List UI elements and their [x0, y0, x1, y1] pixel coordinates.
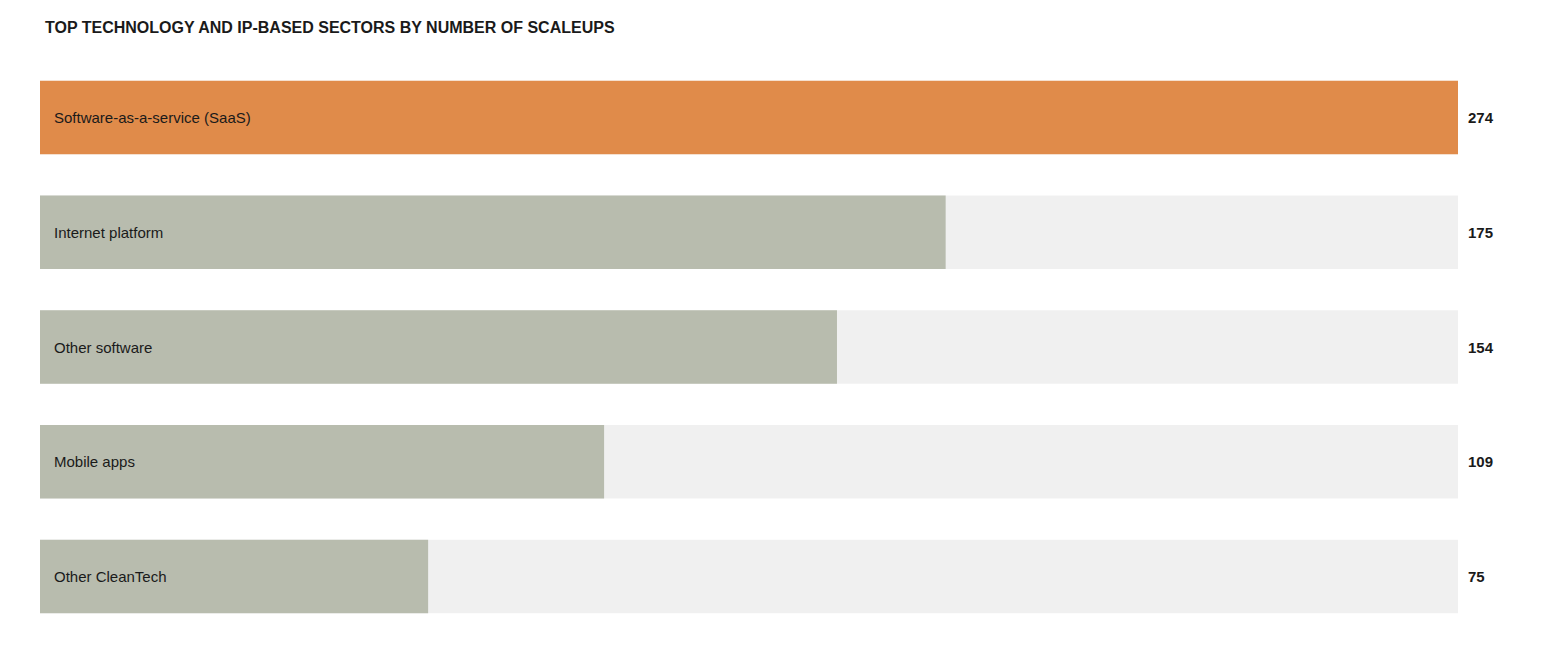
svg-text:TOP TECHNOLOGY AND IP-BASED SE: TOP TECHNOLOGY AND IP-BASED SECTORS BY N… — [45, 19, 615, 36]
svg-text:Software-as-a-service (SaaS): Software-as-a-service (SaaS) — [54, 109, 251, 126]
svg-text:274: 274 — [1468, 109, 1494, 126]
svg-text:75: 75 — [1468, 568, 1485, 585]
svg-text:Mobile apps: Mobile apps — [54, 453, 135, 470]
svg-text:154: 154 — [1468, 339, 1494, 356]
svg-text:109: 109 — [1468, 453, 1493, 470]
svg-text:Internet platform: Internet platform — [54, 224, 163, 241]
svg-text:Other software: Other software — [54, 339, 152, 356]
svg-text:Other CleanTech: Other CleanTech — [54, 568, 167, 585]
svg-text:175: 175 — [1468, 224, 1493, 241]
